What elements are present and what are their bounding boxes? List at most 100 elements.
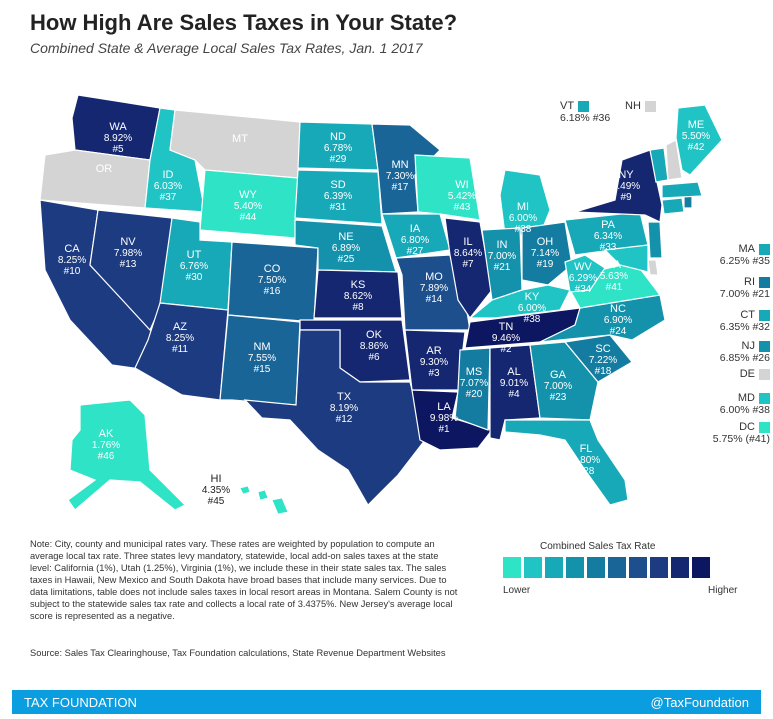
- state-MD[interactable]: [603, 244, 649, 273]
- state-NJ[interactable]: [647, 221, 663, 259]
- legend-swatch-1: [503, 557, 521, 578]
- state-label-oh-abbr: OH: [537, 236, 554, 248]
- state-label-il-rank: #7: [462, 259, 474, 270]
- state-label-ar-rank: #3: [428, 368, 440, 379]
- state-label-sd-rank: #31: [330, 202, 347, 213]
- state-label-sc-rank: #18: [595, 366, 612, 377]
- side-vt-abbr: VT: [560, 100, 575, 112]
- state-label-in-abbr: IN: [497, 239, 508, 251]
- state-label-nm-rank: #15: [254, 364, 271, 375]
- state-SC[interactable]: [563, 334, 633, 383]
- side-md-abbr: MD: [737, 392, 755, 404]
- state-NH[interactable]: [665, 139, 683, 181]
- state-label-wa-rate: 8.92%: [104, 133, 132, 144]
- state-label-wa-rank: #5: [112, 144, 124, 155]
- state-label-va-rate: 5.63%: [600, 271, 628, 282]
- state-label-tx-rate: 8.19%: [330, 403, 358, 414]
- side-md-swatch: [759, 392, 770, 404]
- state-NC[interactable]: [539, 294, 666, 343]
- footer-handle[interactable]: @TaxFoundation: [650, 694, 749, 710]
- state-label-tx-rank: #12: [336, 414, 353, 425]
- side-de-abbr: DE: [739, 368, 755, 380]
- state-label-il-rate: 8.64%: [454, 248, 482, 259]
- state-label-fl-rate: 6.80%: [572, 455, 600, 466]
- side-ma-swatch: [759, 243, 770, 255]
- state-OR[interactable]: [39, 149, 151, 209]
- side-nj-text: 6.85% #26: [719, 352, 770, 364]
- side-ri-abbr: RI: [744, 276, 755, 288]
- state-label-mt-abbr: MT: [232, 133, 248, 145]
- state-label-tn-rate: 9.46%: [492, 333, 520, 344]
- state-label-ca-abbr: CA: [64, 243, 80, 255]
- side-dc-swatch: [759, 421, 770, 433]
- state-MS[interactable]: [454, 347, 491, 431]
- state-label-ga-rate: 7.00%: [544, 381, 572, 392]
- side-de-swatch: [759, 368, 770, 380]
- state-label-me-rank: #42: [688, 142, 705, 153]
- state-label-ky-rate: 6.00%: [518, 303, 546, 314]
- state-FL[interactable]: [504, 419, 629, 506]
- state-label-mo-rate: 7.89%: [420, 283, 448, 294]
- state-label-ky-rank: #38: [524, 314, 541, 325]
- side-ct: CT 6.35% #32: [675, 309, 770, 333]
- state-label-mn-rank: #17: [392, 182, 409, 193]
- state-label-wy-rate: 5.40%: [234, 201, 262, 212]
- side-md: MD 6.00% #38: [675, 392, 770, 416]
- state-OH[interactable]: [521, 221, 573, 286]
- state-label-id-rate: 6.03%: [154, 181, 182, 192]
- state-WV[interactable]: [564, 254, 606, 293]
- state-label-pa-abbr: PA: [601, 219, 616, 231]
- state-label-me-abbr: ME: [688, 119, 705, 131]
- state-label-nd-abbr: ND: [330, 131, 346, 143]
- state-KS[interactable]: [313, 269, 403, 319]
- state-label-oh-rate: 7.14%: [531, 248, 559, 259]
- state-SD[interactable]: [294, 169, 383, 225]
- us-map: WA8.92%#5ORCA8.25%#10ID6.03%#37NV7.98%#1…: [39, 94, 723, 515]
- state-CT[interactable]: [661, 197, 685, 215]
- state-AK[interactable]: [67, 399, 187, 511]
- state-RI[interactable]: [683, 195, 693, 209]
- state-HI[interactable]: [239, 485, 289, 515]
- state-label-ny-rank: #9: [620, 192, 632, 203]
- state-label-ks-rate: 8.62%: [344, 291, 372, 302]
- side-ma-text: 6.25% #35: [719, 255, 770, 267]
- side-vt: VT 6.18% #36: [560, 100, 655, 124]
- state-label-nc-rank: #24: [610, 326, 627, 337]
- legend-high-label: Higher: [708, 585, 738, 596]
- side-nj-swatch: [759, 340, 770, 352]
- state-label-sc-rate: 7.22%: [589, 355, 617, 366]
- state-label-ca-rank: #10: [64, 266, 81, 277]
- state-label-nc-abbr: NC: [610, 303, 626, 315]
- state-label-ne-abbr: NE: [338, 231, 353, 243]
- side-ct-text: 6.35% #32: [719, 321, 770, 333]
- state-label-ak-abbr: AK: [99, 428, 114, 440]
- state-label-al-abbr: AL: [507, 366, 520, 378]
- state-label-ny-rate: 8.49%: [612, 181, 640, 192]
- state-label-wy-abbr: WY: [239, 189, 257, 201]
- state-label-me-rate: 5.50%: [682, 131, 710, 142]
- state-WI[interactable]: [414, 154, 481, 221]
- state-label-ms-abbr: MS: [466, 366, 483, 378]
- legend-swatch-7: [629, 557, 647, 578]
- state-KY[interactable]: [468, 284, 571, 319]
- state-MA[interactable]: [661, 181, 703, 199]
- state-label-ak-rank: #46: [98, 451, 115, 462]
- state-label-mi-rate: 6.00%: [509, 213, 537, 224]
- state-TX[interactable]: [243, 329, 426, 506]
- state-label-la-abbr: LA: [437, 401, 451, 413]
- state-label-wv-rate: 6.29%: [569, 273, 597, 284]
- state-label-az-rate: 8.25%: [166, 333, 194, 344]
- state-label-ar-rate: 9.30%: [420, 357, 448, 368]
- side-ri: RI 7.00% #21: [675, 276, 770, 300]
- state-label-va-abbr: VA: [607, 259, 622, 271]
- legend-swatch-8: [650, 557, 668, 578]
- legend-swatch-9: [671, 557, 689, 578]
- state-label-sd-abbr: SD: [330, 179, 345, 191]
- state-DE[interactable]: [647, 259, 659, 276]
- state-label-id-abbr: ID: [163, 169, 174, 181]
- side-nh-swatch: [644, 100, 656, 112]
- legend-low-label: Lower: [503, 585, 531, 596]
- state-label-mi-rank: #38: [515, 224, 532, 235]
- state-ME[interactable]: [675, 104, 723, 176]
- state-label-ut-rank: #30: [186, 272, 203, 283]
